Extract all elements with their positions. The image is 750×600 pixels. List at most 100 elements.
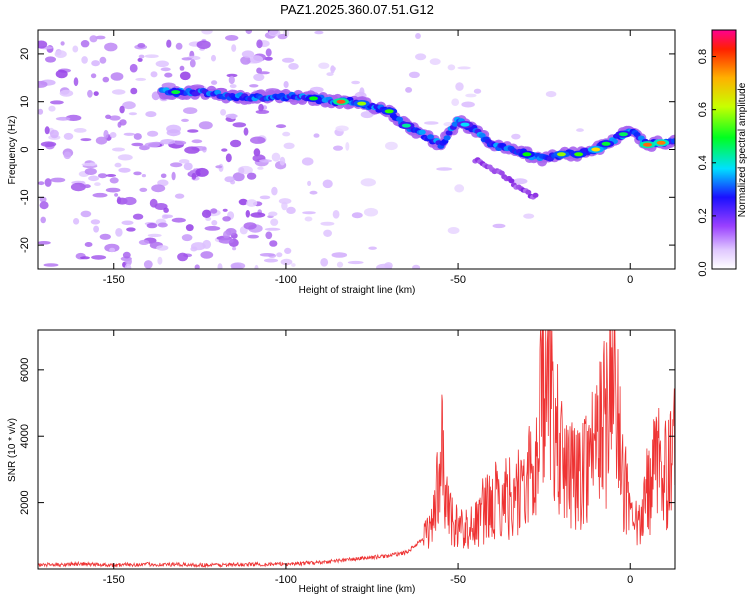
spectrogram-noise-cell — [280, 258, 293, 266]
spectrogram-xtick-label: 0 — [627, 274, 633, 286]
spectrogram-noise-cell — [95, 136, 108, 145]
spectrogram-noise-cell — [210, 208, 218, 214]
spectrogram-noise-cell — [119, 119, 127, 126]
spectrogram-noise-cell — [429, 58, 441, 65]
spectrogram-noise-cell — [215, 165, 223, 169]
spectrogram-noise-cell — [39, 196, 47, 203]
colorbar-tick-label: 0.6 — [697, 102, 709, 117]
spectrogram-noise-cell — [211, 54, 216, 62]
spectrogram-noise-cell — [454, 184, 465, 193]
spectrogram-noise-cell — [181, 234, 193, 242]
spectrogram-noise-cell — [181, 118, 189, 122]
spectrogram-noise-cell — [50, 177, 66, 183]
spectrogram-noise-cell — [102, 76, 110, 83]
spectrogram-noise-cell — [451, 98, 460, 106]
spectrogram-noise-cell — [118, 167, 131, 173]
snr-ytick-label: 4000 — [19, 424, 31, 448]
spectrogram-noise-cell — [211, 220, 218, 226]
spectrogram-noise-cell — [415, 53, 427, 61]
spectrogram-ytick-label: 10 — [19, 96, 31, 108]
spectrogram-noise-cell — [73, 77, 79, 87]
spectrogram-noise-cell — [322, 179, 333, 189]
snr-frame — [37, 329, 676, 570]
spectrogram-noise-cell — [336, 261, 344, 268]
spectrogram-ytick-label: -10 — [19, 189, 31, 205]
spectrogram-ridge-cell — [443, 135, 451, 141]
colorbar: 0.0 0.2 0.4 0.6 0.8 Normalized spectral ampl… — [697, 29, 748, 277]
spectrogram-noise-cell — [63, 132, 74, 140]
spectrogram-noise-cell — [55, 69, 68, 79]
spectrogram-noise-cell — [90, 73, 97, 79]
spectrogram-noise-cell — [72, 45, 79, 53]
spectrogram-noise-cell — [160, 139, 176, 145]
spectrogram-noise-cell — [98, 173, 107, 179]
spectrogram-noise-cell — [185, 224, 194, 232]
spectrogram-noise-cell — [255, 109, 270, 114]
spectrogram-noise-cell — [250, 212, 266, 218]
spectrogram-noise-cell — [133, 133, 142, 140]
spectrogram-noise-cell — [271, 186, 278, 196]
spectrogram-noise-cell — [256, 39, 263, 49]
spectrogram-noise-cell — [253, 73, 265, 82]
spectrogram-noise-cell — [124, 263, 132, 269]
spectrogram-hot-cell — [384, 109, 394, 114]
spectrogram-noise-cell — [271, 152, 281, 162]
spectrogram-noise-cell — [284, 247, 292, 254]
spectrogram-noise-cell — [164, 72, 173, 78]
spectrogram-noise-cell — [282, 131, 291, 137]
spectrogram-noise-cell — [138, 54, 145, 59]
spectrogram-noise-cell — [368, 246, 377, 250]
spectrogram-hot-cell — [522, 152, 532, 157]
spectrogram-noise-cell — [114, 162, 122, 168]
spectrogram-noise-cell — [70, 182, 86, 192]
spectrogram-noise-cell — [523, 213, 535, 219]
spectrogram-noise-cell — [246, 199, 258, 207]
snr-xtick-label: -150 — [103, 574, 125, 586]
spectrogram-noise-cell — [137, 43, 146, 48]
spectrogram-noise-cell — [282, 57, 295, 63]
spectrogram-noise-cell — [132, 213, 144, 220]
spectrogram-noise-cell — [91, 255, 107, 260]
spectrogram-noise-cell — [194, 264, 200, 269]
spectrogram-noise-cell — [405, 87, 413, 93]
spectrogram-noise-cell — [415, 33, 421, 39]
spectrogram-noise-cell — [115, 228, 123, 237]
spectrogram-noise-cell — [73, 218, 80, 225]
spectrogram-noise-cell — [166, 129, 181, 137]
spectrogram-noise-cell — [93, 225, 99, 233]
spectrogram-noise-cell — [59, 89, 74, 97]
figure-title: PAZ1.2025.360.07.51.G12 — [280, 2, 434, 17]
spectrogram-noise-cell — [351, 212, 363, 219]
spectrogram-noise-cell — [80, 210, 92, 218]
spectrogram-noise-cell — [263, 258, 279, 263]
spectrogram-noise-cell — [141, 174, 146, 178]
spectrogram-noise-cell — [465, 93, 477, 98]
spectrogram-noise-cell — [323, 229, 332, 237]
spectrogram-xtick-label: -50 — [450, 274, 466, 286]
spectrogram-noise-cell — [385, 141, 398, 151]
spectrogram-noise-cell — [171, 171, 176, 181]
spectrogram-branch-cell — [498, 170, 505, 176]
spectrogram-hot-cell — [656, 140, 666, 145]
spectrogram-ridge-cell — [427, 134, 434, 140]
spectrogram-noise-cell — [116, 196, 122, 205]
spectrogram-noise-cell — [247, 234, 259, 239]
spectrogram-noise-cell — [177, 252, 189, 262]
spectrogram-noise-cell — [511, 133, 521, 140]
spectrogram-noise-cell — [170, 162, 183, 168]
spectrogram-noise-cell — [512, 178, 528, 185]
spectrogram-hot-cell — [357, 101, 367, 106]
spectrogram-noise-cell — [225, 35, 239, 41]
spectrogram-xtick-label: -150 — [103, 274, 125, 286]
spectrogram-noise-cell — [318, 62, 330, 69]
spectrogram-noise-cell — [105, 114, 112, 120]
colorbar-tick-label: 0.8 — [697, 49, 709, 64]
snr-ytick-label: 2000 — [19, 490, 31, 514]
spectrogram-noise-cell — [201, 30, 213, 35]
spectrogram-noise-cell — [333, 145, 343, 151]
spectrogram-noise-cell — [179, 65, 185, 71]
spectrogram-ridge-cell — [478, 132, 486, 139]
spectrogram-noise-cell — [151, 184, 166, 193]
spectrogram-noise-cell — [49, 129, 59, 139]
spectrogram-noise-cell — [183, 162, 193, 171]
